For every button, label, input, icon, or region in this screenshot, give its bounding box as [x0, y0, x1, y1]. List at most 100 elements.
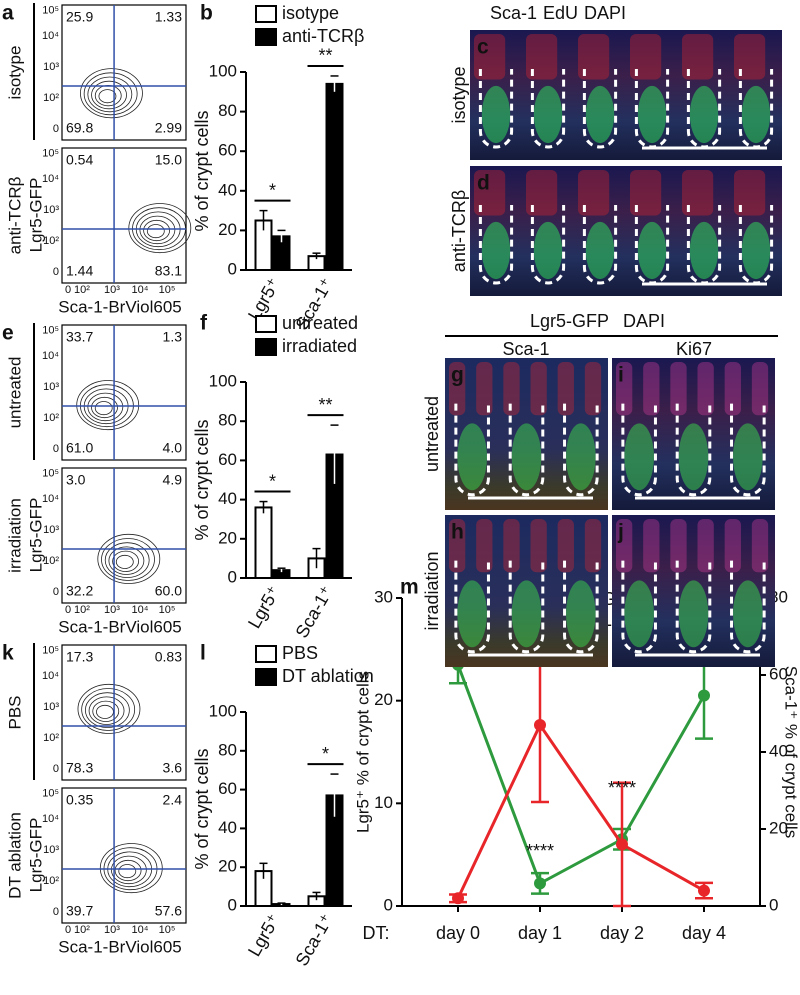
y-axis-label: % of crypt cells — [192, 419, 212, 540]
contour — [101, 538, 155, 581]
contour — [139, 215, 176, 245]
quadrant-value: 0.83 — [155, 649, 182, 665]
x-tick-label: 10³ — [104, 284, 120, 296]
y-tick-label: 0 — [53, 763, 59, 775]
x-tick-label: 10⁴ — [132, 604, 149, 616]
crypt-signal — [481, 85, 511, 144]
quadrant-value: 1.3 — [163, 329, 183, 345]
row-label: irradiation — [422, 551, 442, 630]
x-tick-label: 10² — [74, 604, 90, 616]
quadrant-value: 15.0 — [155, 152, 182, 168]
contour — [115, 554, 134, 569]
panel-letter: c — [477, 36, 489, 59]
quadrant-value: 1.33 — [155, 9, 182, 25]
legend-label: isotype — [282, 3, 339, 23]
legend-label: untreated — [282, 313, 358, 333]
crypt-signal — [741, 85, 771, 144]
crypt-signal — [511, 423, 542, 491]
crypt-outline — [675, 403, 712, 497]
tissue-stain — [476, 362, 493, 416]
significance-label: * — [269, 180, 276, 200]
y2-tick-label: 20 — [769, 818, 788, 837]
point — [616, 838, 628, 851]
crypt-outline — [454, 560, 490, 654]
crypt-signal — [733, 423, 763, 491]
crypt-outline — [621, 560, 657, 654]
panel-letter: k — [2, 642, 14, 665]
contour — [83, 72, 138, 116]
tissue-stain — [643, 362, 660, 416]
y-axis-label: % of crypt cells — [192, 748, 212, 869]
panel-letter: d — [477, 172, 490, 195]
row-label: anti-TCRβ — [449, 190, 469, 272]
bar — [325, 82, 344, 271]
contour — [128, 203, 192, 254]
tissue-stain — [670, 362, 687, 416]
y-tick-label: 10² — [43, 235, 59, 247]
y-tick-label: 80 — [218, 740, 237, 759]
significance-label: ** — [318, 46, 332, 66]
quadrant-value: 32.2 — [66, 583, 93, 599]
x-tick-label: 0 — [65, 284, 71, 296]
quadrant-value: 3.6 — [163, 760, 183, 776]
stain-label: Lgr5-GFP — [530, 311, 609, 331]
crypt-outline — [730, 560, 766, 654]
x-axis-label: Sca-1-BrViol605 — [58, 937, 181, 956]
y-tick-label: 60 — [218, 450, 237, 469]
legend-swatch — [255, 5, 277, 23]
significance-label: * — [322, 744, 329, 764]
tissue-stain — [578, 170, 610, 216]
stain-label: EdU — [543, 3, 578, 23]
panel-letter: a — [2, 2, 14, 25]
x-tick-label: 10³ — [104, 924, 120, 936]
stain-label: Sca-1 — [490, 3, 537, 23]
x-tick-label: 10⁵ — [159, 924, 176, 936]
quadrant-value: 83.1 — [155, 263, 182, 279]
x-tick-label: Sca-1⁺ — [291, 910, 337, 969]
contour — [97, 533, 161, 584]
quadrant-value: 57.6 — [155, 903, 182, 919]
crypt-outline — [582, 205, 618, 285]
point — [452, 892, 464, 905]
tissue-stain — [751, 519, 769, 573]
tissue-stain — [734, 170, 766, 216]
tissue-stain — [557, 362, 574, 416]
quadrant-value: 39.7 — [66, 903, 93, 919]
crypt-outline — [675, 560, 712, 654]
row-label: irradiation — [5, 498, 24, 573]
significance-label: ** — [318, 395, 332, 415]
row-label: untreated — [5, 357, 24, 429]
significance-label: **** — [526, 841, 554, 861]
tissue-stain — [682, 34, 714, 80]
x-tick-label: 10² — [74, 284, 90, 296]
y-tick-label: 60 — [218, 141, 237, 160]
contour — [94, 401, 113, 416]
tissue-stain — [724, 519, 741, 573]
row-label: isotype — [5, 46, 24, 100]
micrograph — [470, 30, 782, 160]
tissue-stain — [578, 34, 610, 80]
contour — [114, 859, 142, 882]
crypt-outline — [454, 403, 490, 497]
tissue-stain — [474, 34, 506, 80]
tissue-stain — [503, 519, 520, 573]
tissue-stain — [503, 362, 520, 416]
tissue-stain — [630, 34, 662, 80]
crypt-outline — [478, 205, 514, 285]
x-tick-label: Sca-1⁺ — [291, 582, 337, 641]
y-axis-label: Lgr5⁺ % of crypt cells — [353, 671, 372, 833]
legend-swatch — [255, 668, 277, 686]
x-tick-label: 10⁵ — [159, 604, 176, 616]
x-tick-label: Lgr5⁺ — [244, 910, 284, 959]
crypt-outline — [478, 69, 514, 149]
quadrant-value: 4.0 — [163, 440, 183, 456]
bar — [254, 506, 273, 579]
y-axis-label: Lgr5-GFP — [26, 178, 45, 253]
row-label: isotype — [449, 66, 469, 123]
y-tick-label: 0 — [53, 266, 59, 278]
crypt-signal — [511, 580, 542, 648]
contour — [88, 696, 125, 725]
y2-tick-label: 0 — [769, 895, 778, 914]
quadrant-value: 69.8 — [66, 120, 93, 136]
y-tick-label: 10⁴ — [42, 350, 59, 362]
